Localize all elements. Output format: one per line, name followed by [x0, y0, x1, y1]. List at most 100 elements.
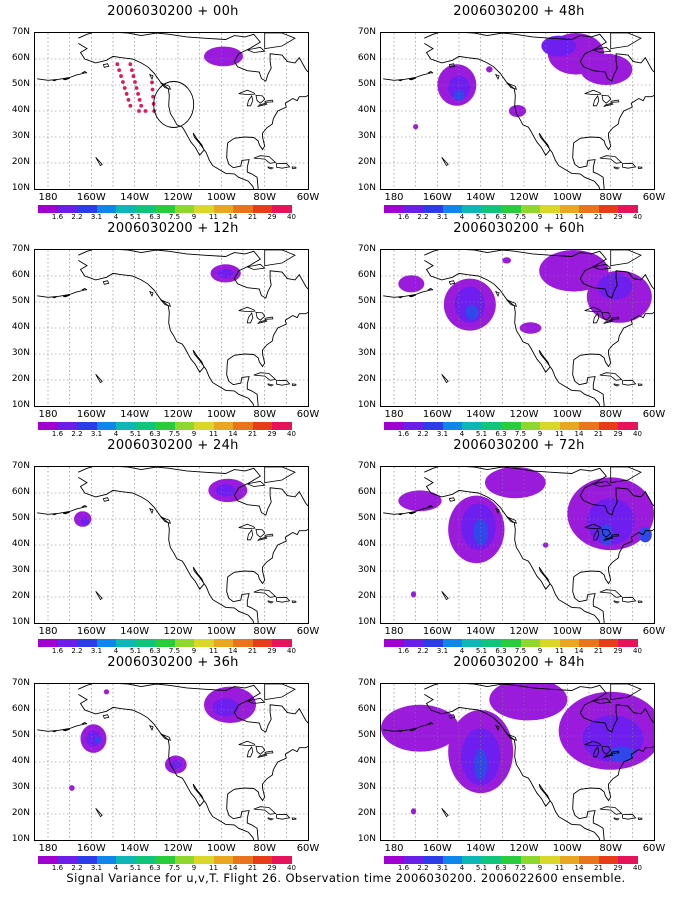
colorbar-swatch: [252, 856, 272, 864]
coastline: [506, 82, 518, 90]
colorbar-label: 6.3: [149, 213, 161, 221]
lat-tick-label: 40N: [11, 322, 30, 332]
colorbar-swatch: [194, 205, 214, 213]
colorbar-swatch: [38, 422, 58, 430]
coastline: [584, 89, 602, 96]
coastline: [291, 600, 297, 603]
coastline: [584, 306, 602, 313]
colorbar-label: 2.2: [417, 213, 429, 221]
colorbar-swatch: [462, 422, 482, 430]
coastline: [613, 817, 620, 821]
map-plot-area: [380, 32, 655, 190]
coastline: [226, 529, 308, 623]
coastline: [264, 684, 296, 701]
panel-title: 2006030200 + 00h: [107, 4, 239, 19]
colorbar-swatch: [442, 205, 462, 213]
colorbar-label: 14: [228, 213, 238, 221]
colorbar-swatch: [77, 856, 97, 864]
observation-dot: [128, 62, 133, 67]
coastline: [610, 467, 642, 484]
colorbar-swatch: [77, 205, 97, 213]
lon-tick-label: 180: [384, 626, 404, 637]
variance-contour: [410, 591, 417, 598]
colorbar-label: 14: [228, 647, 238, 655]
colorbar-label: 4: [459, 213, 465, 221]
coastline: [622, 596, 637, 603]
lat-tick-label: 50N: [11, 79, 30, 89]
colorbar-swatch: [559, 205, 579, 213]
coastline: [622, 162, 637, 169]
colorbar-swatch: [213, 422, 233, 430]
variance-contour: [541, 35, 576, 57]
lon-tick-label: 140W: [466, 843, 496, 854]
colorbar-swatch: [481, 639, 501, 647]
observation-dot: [136, 92, 140, 96]
coastline: [257, 536, 268, 541]
observation-dot: [134, 86, 139, 90]
colorbar-swatch: [135, 639, 155, 647]
coastline: [148, 290, 154, 298]
colorbar-swatch: [579, 639, 599, 647]
lon-tick-label: 140W: [466, 409, 496, 420]
variance-contour: [398, 490, 442, 512]
lon-tick-label: 180: [38, 409, 58, 420]
colorbar-label: 7.5: [168, 213, 181, 221]
lon-tick-label: 60W: [642, 192, 666, 203]
map-svg: [381, 250, 654, 406]
colorbar-label: 1.6: [397, 647, 410, 655]
coastline: [427, 288, 434, 291]
colorbar-swatch: [194, 856, 214, 864]
coastline: [245, 46, 266, 53]
variance-contour: [80, 517, 90, 526]
colorbar: [38, 422, 292, 430]
lon-tick-label: 60W: [642, 843, 666, 854]
coastline: [78, 694, 255, 840]
lat-tick-label: 70N: [11, 27, 30, 37]
coastline: [610, 316, 620, 320]
lat-tick-label: 30N: [11, 565, 30, 575]
coastline: [637, 383, 643, 386]
colorbar-swatch: [618, 639, 638, 647]
coastline: [102, 714, 110, 719]
coastline: [494, 724, 500, 732]
variance-contour: [448, 75, 470, 100]
variance-contour: [170, 759, 182, 770]
lon-tick-label: 80W: [253, 843, 276, 854]
lon-tick-label: 100W: [552, 626, 582, 637]
lon-tick-label: 140W: [120, 626, 150, 637]
coastline: [276, 596, 291, 603]
colorbar-swatch: [57, 856, 77, 864]
colorbar-label: 29: [267, 430, 277, 438]
colorbar-label: 29: [613, 430, 623, 438]
colorbar-swatch: [540, 639, 560, 647]
map-svg: [35, 33, 308, 189]
colorbar-label: 3.1: [90, 213, 103, 221]
coastline: [622, 379, 637, 386]
colorbar-swatch: [579, 422, 599, 430]
colorbar-label: 9: [537, 864, 543, 872]
colorbar-label: 2.2: [71, 213, 83, 221]
colorbar-label: 7.5: [514, 430, 527, 438]
lat-tick-label: 20N: [11, 808, 30, 818]
coastline: [613, 600, 620, 604]
coastline: [245, 263, 266, 270]
colorbar-label: 21: [594, 647, 603, 655]
coastline: [78, 33, 308, 82]
coastline: [267, 383, 274, 387]
observation-dot: [150, 80, 154, 85]
colorbar-label: 40: [633, 864, 642, 872]
coastline: [424, 260, 601, 406]
coastline: [63, 294, 70, 298]
colorbar-swatch: [96, 639, 116, 647]
colorbar-swatch: [96, 422, 116, 430]
colorbar-swatch: [618, 856, 638, 864]
coastline: [253, 589, 277, 598]
coastline: [253, 806, 277, 815]
lon-tick-label: 80W: [599, 192, 622, 203]
coastline: [610, 533, 620, 537]
colorbar-swatch: [598, 205, 618, 213]
lon-tick-label: 160W: [76, 192, 106, 203]
lat-tick-label: 40N: [11, 756, 30, 766]
lon-tick-label: 100W: [552, 192, 582, 203]
lat-tick-label: 10N: [11, 183, 30, 193]
